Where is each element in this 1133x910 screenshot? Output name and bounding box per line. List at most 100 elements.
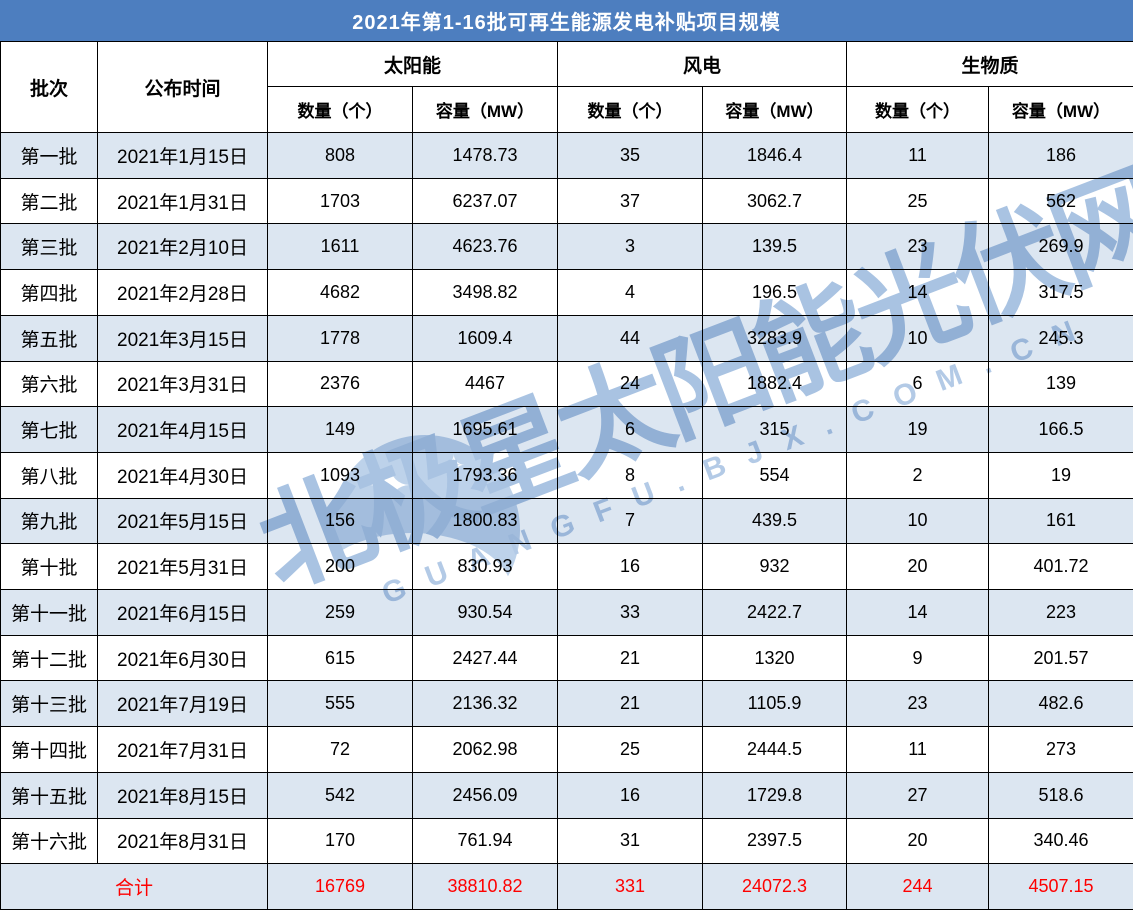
table-row: 第十一批 2021年6月15日 259 930.54 33 2422.7 14 223 — [0, 589, 1133, 636]
cell-date: 2021年7月19日 — [97, 680, 268, 728]
cell-value: 1609.4 — [411, 314, 559, 362]
cell-value: 11 — [846, 132, 990, 179]
cell-value: 2422.7 — [702, 589, 848, 636]
cell-value: 439.5 — [702, 497, 848, 545]
table-title: 2021年第1-16批可再生能源发电补贴项目规模 — [0, 0, 1133, 41]
cell-value: 35 — [557, 132, 704, 179]
col-header-biomass-count: 数量（个） — [846, 86, 990, 133]
cell-value: 562 — [988, 177, 1133, 225]
cell-value: 186 — [988, 132, 1133, 179]
total-value: 38810.82 — [411, 863, 559, 910]
cell-value: 8 — [557, 451, 704, 499]
cell-value: 10 — [846, 314, 990, 362]
cell-value: 7 — [557, 497, 704, 545]
total-label: 合计 — [0, 863, 268, 910]
cell-value: 19 — [988, 451, 1133, 499]
cell-batch: 第十六批 — [0, 817, 98, 865]
cell-date: 2021年4月15日 — [97, 406, 268, 453]
total-value: 4507.15 — [988, 863, 1133, 910]
cell-value: 161 — [988, 497, 1133, 545]
cell-value: 2397.5 — [702, 817, 848, 865]
cell-date: 2021年8月15日 — [97, 771, 268, 819]
cell-value: 1793.36 — [411, 451, 559, 499]
cell-batch: 第十五批 — [0, 771, 98, 819]
header-row-groups: 批次 公布时间 太阳能 风电 生物质 — [0, 41, 1133, 133]
total-value: 16769 — [267, 863, 413, 910]
cell-value: 932 — [702, 543, 848, 591]
table-row: 第四批 2021年2月28日 4682 3498.82 4 196.5 14 317.5 — [0, 269, 1133, 316]
cell-value: 14 — [846, 589, 990, 636]
cell-value: 1882.4 — [702, 360, 848, 408]
table-row: 第十五批 2021年8月15日 542 2456.09 16 1729.8 27 518.6 — [0, 771, 1133, 819]
cell-value: 315 — [702, 406, 848, 453]
cell-value: 317.5 — [988, 269, 1133, 316]
cell-value: 170 — [267, 817, 413, 865]
cell-value: 1478.73 — [411, 132, 559, 179]
cell-value: 3498.82 — [411, 269, 559, 316]
table-row: 第六批 2021年3月31日 2376 4467 24 1882.4 6 139 — [0, 360, 1133, 408]
cell-batch: 第十一批 — [0, 589, 98, 636]
cell-value: 14 — [846, 269, 990, 316]
cell-value: 19 — [846, 406, 990, 453]
cell-value: 761.94 — [411, 817, 559, 865]
cell-value: 542 — [267, 771, 413, 819]
cell-batch: 第十批 — [0, 543, 98, 591]
cell-value: 273 — [988, 726, 1133, 773]
cell-value: 6237.07 — [411, 177, 559, 225]
total-value: 24072.3 — [702, 863, 848, 910]
cell-date: 2021年2月10日 — [97, 223, 268, 271]
cell-date: 2021年1月31日 — [97, 177, 268, 225]
table-row: 第十六批 2021年8月31日 170 761.94 31 2397.5 20 340.46 — [0, 817, 1133, 865]
cell-value: 139 — [988, 360, 1133, 408]
cell-value: 44 — [557, 314, 704, 362]
cell-value: 20 — [846, 543, 990, 591]
subsidy-table: 批次 公布时间 太阳能 风电 生物质 数量（个） 容量（MW） 数量（个） 容量… — [0, 41, 1133, 910]
cell-value: 37 — [557, 177, 704, 225]
table-row: 第八批 2021年4月30日 1093 1793.36 8 554 2 19 — [0, 451, 1133, 499]
cell-value: 259 — [267, 589, 413, 636]
cell-value: 21 — [557, 680, 704, 728]
col-header-wind-capacity: 容量（MW） — [702, 86, 848, 133]
table-row: 第七批 2021年4月15日 149 1695.61 6 315 19 166.5 — [0, 406, 1133, 453]
cell-value: 4467 — [411, 360, 559, 408]
cell-value: 1695.61 — [411, 406, 559, 453]
cell-batch: 第五批 — [0, 314, 98, 362]
cell-value: 1778 — [267, 314, 413, 362]
cell-date: 2021年6月15日 — [97, 589, 268, 636]
cell-value: 2 — [846, 451, 990, 499]
cell-value: 1703 — [267, 177, 413, 225]
cell-value: 23 — [846, 680, 990, 728]
table-row: 第九批 2021年5月15日 156 1800.83 7 439.5 10 161 — [0, 497, 1133, 545]
cell-value: 554 — [702, 451, 848, 499]
col-group-wind: 风电 — [557, 41, 848, 87]
cell-value: 1729.8 — [702, 771, 848, 819]
cell-value: 16 — [557, 771, 704, 819]
cell-value: 2376 — [267, 360, 413, 408]
cell-value: 245.3 — [988, 314, 1133, 362]
cell-value: 6 — [846, 360, 990, 408]
cell-value: 830.93 — [411, 543, 559, 591]
cell-value: 401.72 — [988, 543, 1133, 591]
cell-date: 2021年8月31日 — [97, 817, 268, 865]
cell-value: 31 — [557, 817, 704, 865]
cell-value: 16 — [557, 543, 704, 591]
cell-date: 2021年3月15日 — [97, 314, 268, 362]
cell-value: 2427.44 — [411, 634, 559, 682]
table-row: 第十二批 2021年6月30日 615 2427.44 21 1320 9 201.57 — [0, 634, 1133, 682]
cell-batch: 第四批 — [0, 269, 98, 316]
col-group-solar: 太阳能 — [266, 41, 559, 87]
cell-value: 3 — [557, 223, 704, 271]
cell-date: 2021年6月30日 — [97, 634, 268, 682]
cell-value: 10 — [846, 497, 990, 545]
cell-date: 2021年5月31日 — [97, 543, 268, 591]
cell-value: 33 — [557, 589, 704, 636]
cell-value: 201.57 — [988, 634, 1133, 682]
cell-value: 9 — [846, 634, 990, 682]
cell-batch: 第二批 — [0, 177, 98, 225]
col-header-solar-capacity: 容量（MW） — [411, 86, 559, 133]
cell-batch: 第八批 — [0, 451, 98, 499]
table-row: 第十四批 2021年7月31日 72 2062.98 25 2444.5 11 273 — [0, 726, 1133, 773]
col-header-wind-count: 数量（个） — [557, 86, 704, 133]
cell-value: 20 — [846, 817, 990, 865]
